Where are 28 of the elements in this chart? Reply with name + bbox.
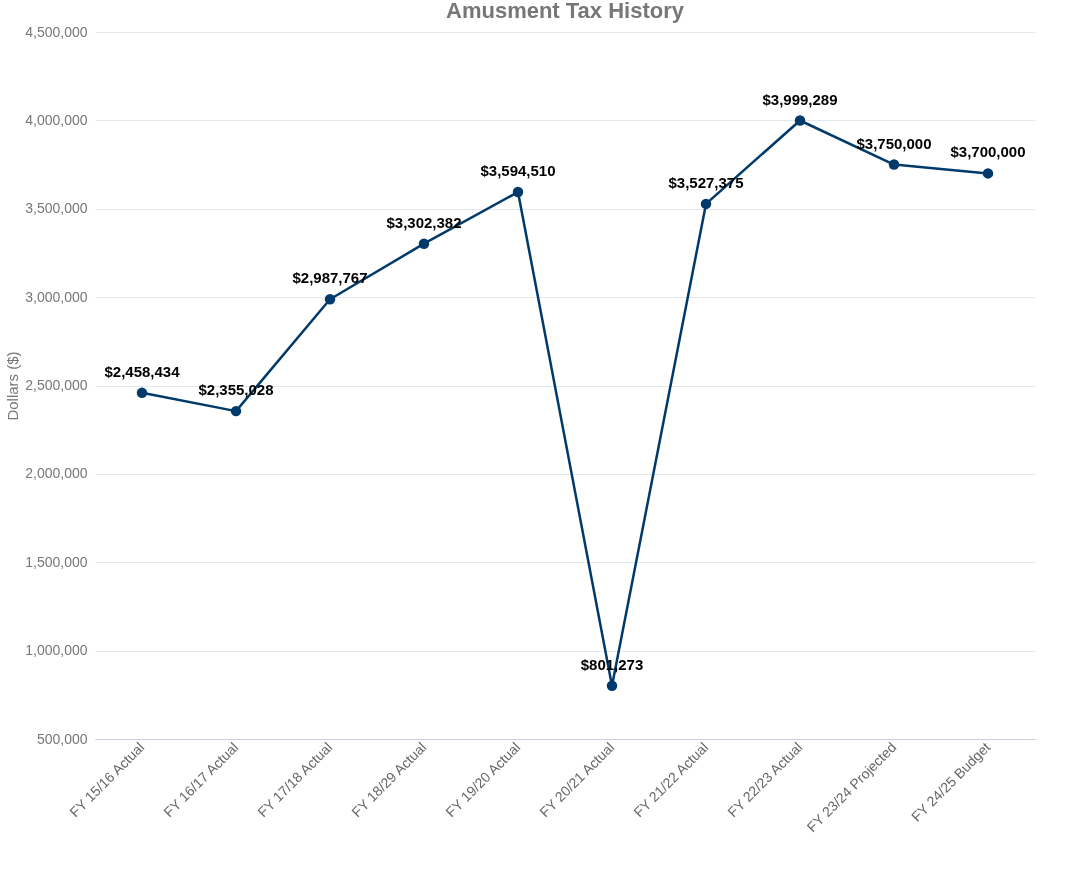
point xyxy=(606,680,618,691)
point xyxy=(418,238,430,249)
y-tick-label: 2,000,000 xyxy=(25,465,88,482)
point xyxy=(982,168,994,179)
y-tick-label: 4,500,000 xyxy=(25,23,88,40)
y-tick-label: 2,500,000 xyxy=(25,377,88,393)
y-tick-label: 500,000 xyxy=(36,730,88,747)
data-label: $2,987,767 xyxy=(292,269,368,287)
point xyxy=(136,387,148,399)
data-label: $2,458,434 xyxy=(104,362,181,380)
data-label: $3,302,382 xyxy=(386,213,462,231)
y-axis-title: Dollars ($) xyxy=(4,351,22,421)
data-label: $3,700,000 xyxy=(950,143,1026,161)
point xyxy=(794,115,806,126)
point xyxy=(324,294,336,305)
point xyxy=(230,405,242,417)
point xyxy=(700,198,712,210)
y-tick-label: 3,500,000 xyxy=(25,200,88,217)
y-tick-label: 1,500,000 xyxy=(25,553,88,570)
y-tick-label: 4,000,000 xyxy=(25,111,88,128)
point xyxy=(888,159,900,170)
point xyxy=(512,186,524,198)
chart-title: Amusment Tax History xyxy=(446,0,685,23)
y-tick-label: 3,000,000 xyxy=(25,288,88,305)
y-tick-label: 1,000,000 xyxy=(25,642,88,659)
data-label: $3,999,289 xyxy=(762,90,838,108)
data-label: $3,594,510 xyxy=(480,162,556,180)
data-label: $3,750,000 xyxy=(856,134,932,152)
